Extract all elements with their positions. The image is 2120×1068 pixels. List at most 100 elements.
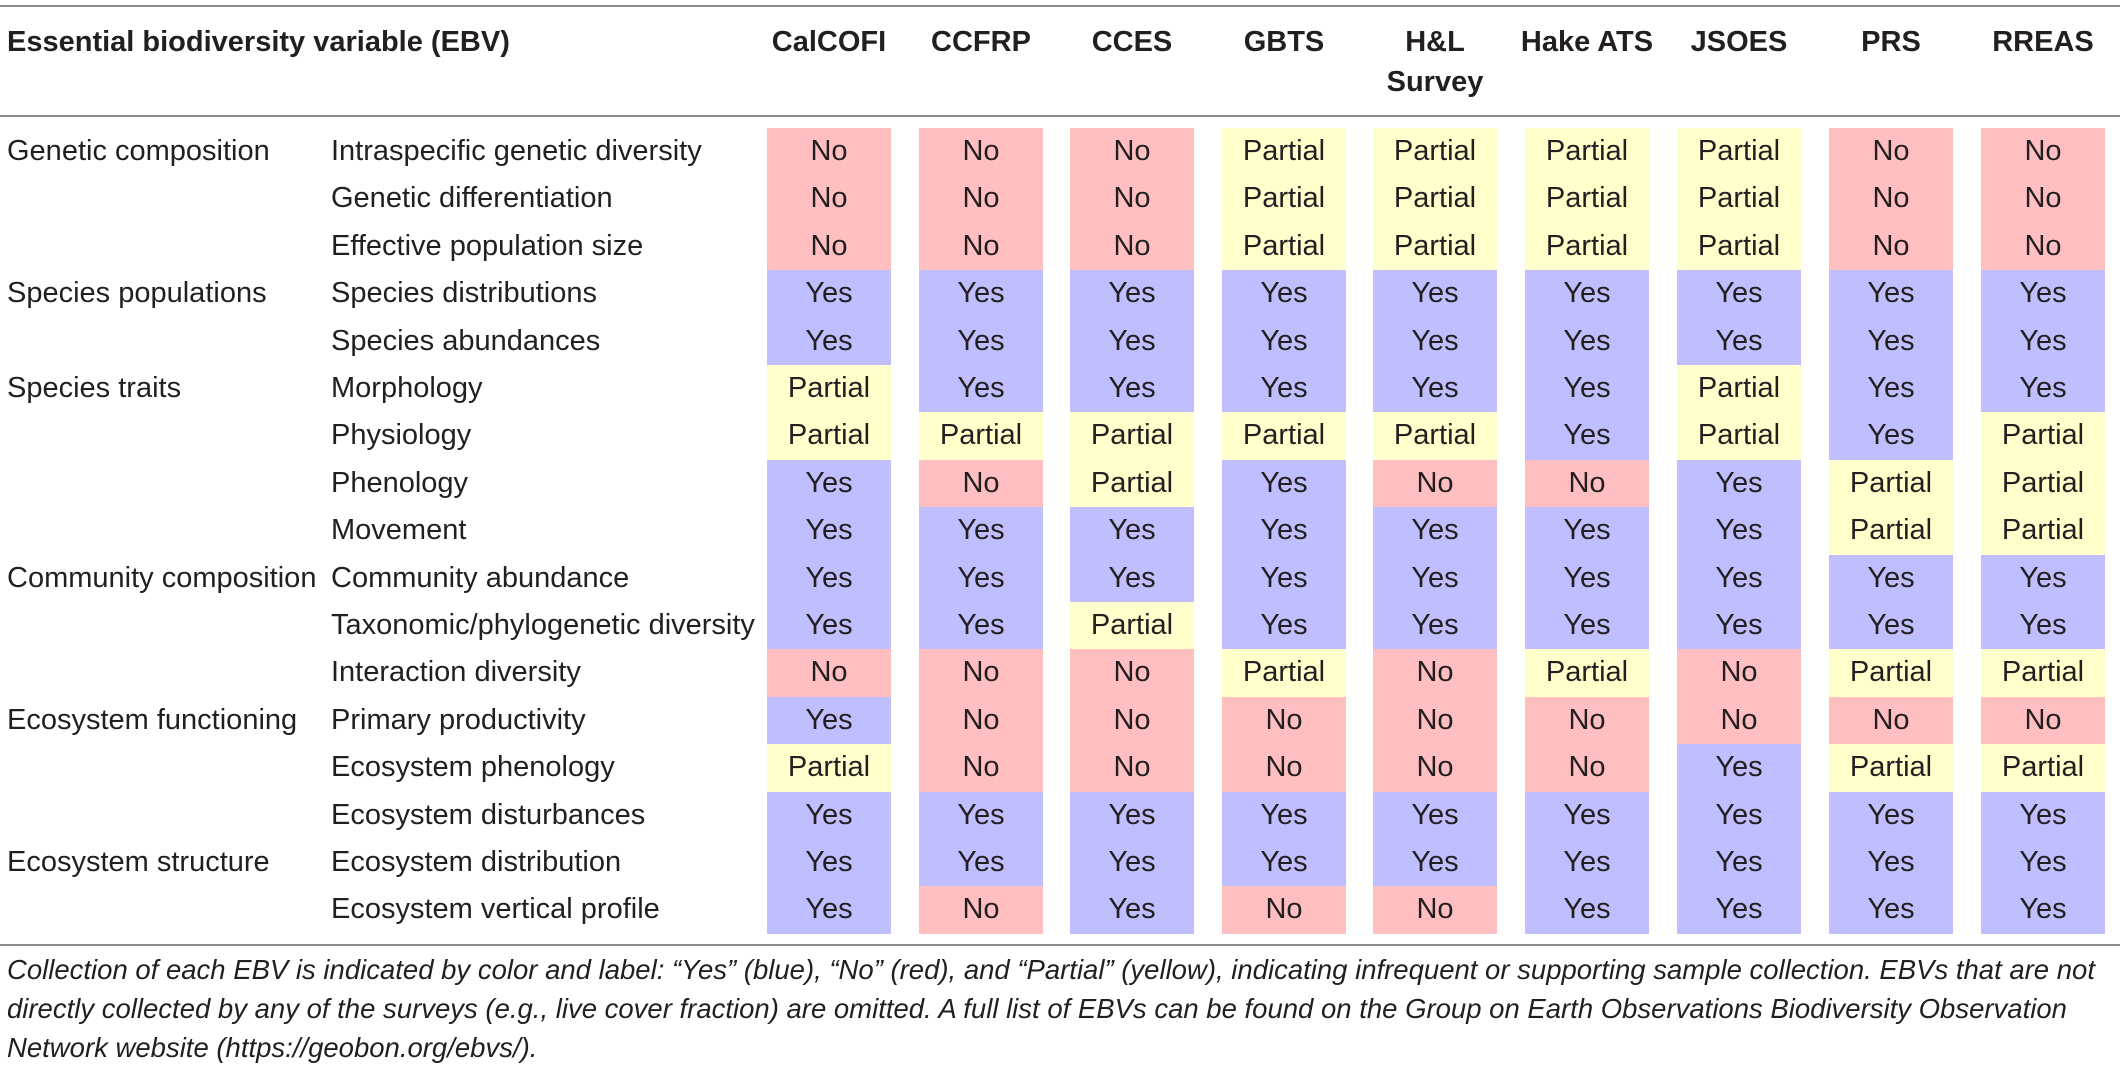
status-cell: Partial — [1373, 412, 1497, 460]
status-cell: Yes — [1222, 839, 1346, 886]
status-cell: Yes — [1373, 365, 1497, 412]
status-cell: Yes — [1525, 318, 1649, 365]
status-cell: Yes — [1222, 270, 1346, 318]
status-cell: Yes — [1829, 602, 1953, 649]
ebv-variable: Movement — [331, 514, 467, 546]
status-cell: Partial — [1829, 460, 1953, 507]
status-cell: Yes — [1829, 555, 1953, 602]
status-cell: Yes — [1677, 744, 1801, 792]
status-cell: No — [767, 175, 891, 223]
status-cell: No — [919, 697, 1043, 744]
status-cell: Yes — [919, 602, 1043, 649]
status-cell: No — [1070, 744, 1194, 792]
ebv-variable: Ecosystem distribution — [331, 846, 622, 878]
status-cell: Partial — [767, 412, 891, 460]
status-cell: Yes — [1677, 886, 1801, 934]
ebv-variable: Species distributions — [331, 277, 597, 309]
status-cell: Yes — [1829, 365, 1953, 412]
survey-header: Hake ATS — [1520, 26, 1654, 58]
ebv-variable: Primary productivity — [331, 704, 586, 736]
header-rule — [0, 115, 2120, 117]
status-cell: No — [1981, 697, 2105, 744]
status-cell: Yes — [1677, 507, 1801, 555]
status-cell: Yes — [1070, 318, 1194, 365]
status-cell: No — [1525, 460, 1649, 507]
status-cell: Yes — [1222, 602, 1346, 649]
survey-header: GBTS — [1243, 26, 1325, 58]
status-cell: Partial — [1373, 175, 1497, 223]
table-caption: Collection of each EBV is indicated by c… — [7, 954, 2095, 1063]
status-cell: No — [1525, 697, 1649, 744]
status-cell: No — [1070, 649, 1194, 697]
status-cell: Yes — [1525, 270, 1649, 318]
status-cell: No — [1981, 175, 2105, 223]
status-cell: Yes — [1981, 792, 2105, 839]
status-cell: Yes — [1829, 839, 1953, 886]
status-cell: Partial — [1829, 744, 1953, 792]
status-cell: Yes — [919, 507, 1043, 555]
status-cell: Yes — [1222, 555, 1346, 602]
status-cell: Partial — [1222, 412, 1346, 460]
status-cell: Yes — [1222, 365, 1346, 412]
status-cell: No — [1222, 886, 1346, 934]
status-cell: Partial — [919, 412, 1043, 460]
status-cell: Yes — [767, 460, 891, 507]
status-cell: No — [767, 223, 891, 270]
status-cell: Yes — [1222, 507, 1346, 555]
survey-header: CCES — [1091, 26, 1173, 58]
status-cell: Yes — [767, 602, 891, 649]
status-cell: Yes — [767, 886, 891, 934]
ebv-column-header: Essential biodiversity variable (EBV) — [7, 26, 510, 58]
status-cell: Yes — [1070, 839, 1194, 886]
top-rule — [0, 5, 2120, 7]
status-cell: Partial — [1525, 175, 1649, 223]
ebv-variable: Interaction diversity — [331, 656, 581, 688]
status-cell: Partial — [1222, 223, 1346, 270]
status-cell: Yes — [1829, 318, 1953, 365]
status-cell: No — [919, 223, 1043, 270]
status-cell: Yes — [1677, 839, 1801, 886]
status-cell: Yes — [1981, 886, 2105, 934]
ebv-category: Species populations — [7, 277, 267, 309]
status-cell: No — [1373, 649, 1497, 697]
ebv-variable: Morphology — [331, 372, 483, 404]
ebv-category: Community composition — [7, 562, 317, 594]
status-cell: No — [767, 649, 891, 697]
status-cell: Yes — [1070, 792, 1194, 839]
status-cell: No — [1373, 744, 1497, 792]
status-cell: Yes — [1677, 318, 1801, 365]
status-cell: Partial — [1070, 460, 1194, 507]
survey-header: PRS — [1861, 26, 1921, 58]
status-cell: Yes — [1525, 365, 1649, 412]
status-cell: No — [1222, 697, 1346, 744]
status-cell: Partial — [1981, 649, 2105, 697]
status-cell: No — [1070, 175, 1194, 223]
status-cell: Yes — [1525, 602, 1649, 649]
status-cell: No — [1373, 886, 1497, 934]
status-cell: Yes — [1525, 555, 1649, 602]
status-cell: Partial — [1222, 649, 1346, 697]
survey-header: RREAS — [1992, 26, 2094, 58]
survey-header: CCFRP — [931, 26, 1031, 58]
status-cell: No — [919, 128, 1043, 175]
status-cell: Partial — [1677, 412, 1801, 460]
status-cell: Yes — [1981, 555, 2105, 602]
status-cell: Yes — [1222, 318, 1346, 365]
ebv-variable: Physiology — [331, 419, 472, 451]
status-cell: Yes — [1525, 507, 1649, 555]
status-cell: No — [1829, 175, 1953, 223]
status-cell: Yes — [767, 792, 891, 839]
status-cell: Yes — [919, 792, 1043, 839]
status-cell: Partial — [1373, 223, 1497, 270]
status-cell: Yes — [1677, 792, 1801, 839]
status-cell: Partial — [1525, 649, 1649, 697]
status-cell: Yes — [1677, 555, 1801, 602]
status-cell: Yes — [919, 555, 1043, 602]
status-cell: Partial — [1981, 744, 2105, 792]
status-cell: No — [1373, 697, 1497, 744]
status-cell: Yes — [1222, 460, 1346, 507]
status-cell: Yes — [1829, 270, 1953, 318]
status-cell: Partial — [1677, 175, 1801, 223]
status-cell: Yes — [919, 318, 1043, 365]
